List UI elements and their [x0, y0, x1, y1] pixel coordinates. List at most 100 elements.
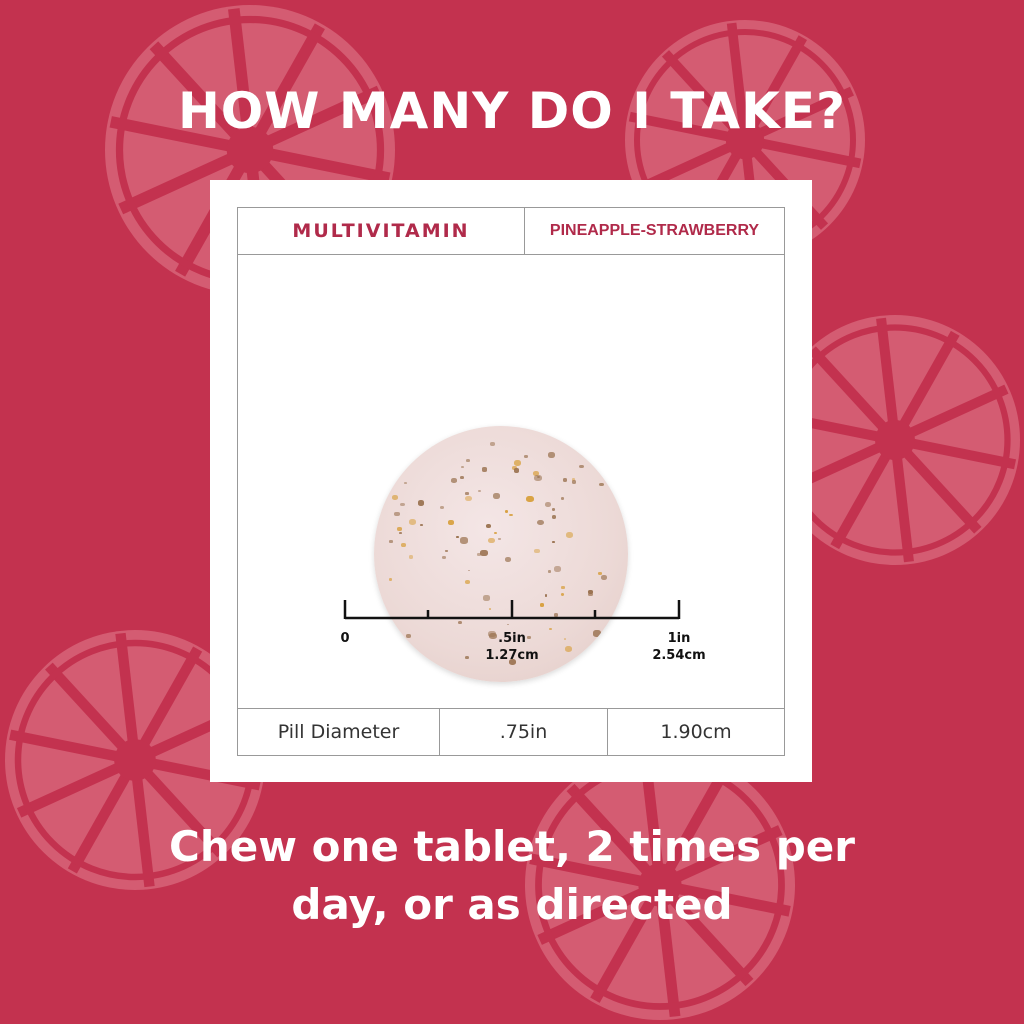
pill-speck	[488, 537, 496, 544]
pill-speck	[508, 658, 517, 665]
pill-speck	[394, 512, 400, 517]
pill-speck	[389, 578, 393, 581]
pill-speck	[560, 497, 565, 500]
pill-speck	[551, 515, 557, 520]
instructions-line-1: Chew one tablet, 2 times per	[169, 822, 855, 871]
diameter-inches: .75in	[440, 709, 608, 755]
pill-speck	[400, 647, 404, 651]
ruler-label-one-in: 1in	[667, 631, 691, 646]
pill-speck	[560, 593, 564, 597]
pill-speck	[399, 531, 402, 534]
pill-speck	[420, 524, 423, 527]
pill-speck	[547, 452, 556, 459]
pill-speck	[464, 491, 469, 495]
pill-size-card: MULTIVITAMIN PINEAPPLE-STRAWBERRY 0 .5in…	[210, 180, 812, 782]
pill-speck	[551, 508, 556, 511]
pill-speck	[560, 585, 565, 589]
pill-speck	[460, 537, 469, 544]
pill-speck	[464, 495, 473, 502]
pill-speck	[525, 495, 534, 502]
pill-speck	[534, 549, 540, 554]
pill-speck	[477, 553, 481, 556]
pill-speck	[408, 555, 414, 559]
pill-speck	[442, 555, 447, 559]
pill-speck	[600, 575, 607, 581]
pill-speck	[507, 623, 510, 626]
pill-speck	[406, 634, 412, 639]
card-header: MULTIVITAMIN PINEAPPLE-STRAWBERRY	[237, 207, 785, 255]
pill-speck	[597, 572, 602, 576]
pill-diameter-row: Pill Diameter .75in 1.90cm	[237, 708, 785, 756]
pill-speck	[489, 441, 495, 446]
pill-speck	[565, 531, 574, 538]
pill-speck	[464, 579, 471, 585]
pill-speck	[554, 613, 559, 617]
pill-speck	[465, 656, 470, 660]
pill-speck	[579, 464, 585, 469]
pill-speck	[532, 470, 540, 477]
pill-speck	[588, 590, 594, 595]
pill-speck	[492, 492, 500, 499]
pill-speck	[483, 595, 491, 601]
pill-speck	[592, 630, 601, 637]
pill-speck	[466, 458, 471, 462]
pill-speck	[456, 536, 459, 539]
pill-speck	[481, 467, 487, 472]
pill-speck	[539, 603, 545, 607]
pill-speck	[457, 620, 463, 625]
diameter-cm: 1.90cm	[660, 721, 732, 743]
flavor-name: PINEAPPLE-STRAWBERRY	[549, 222, 760, 239]
pill-speck	[400, 542, 406, 547]
pill-speck	[524, 454, 529, 458]
pill-speck	[549, 628, 553, 631]
pill-speck	[450, 478, 457, 484]
pill-speck	[404, 481, 407, 484]
dosage-instructions: Chew one tablet, 2 times per day, or as …	[0, 818, 1024, 934]
pill-speck	[599, 482, 604, 487]
pill-speck	[447, 520, 454, 525]
pill-speck	[405, 655, 411, 659]
pill-speck	[554, 566, 562, 573]
pill-speck	[468, 569, 471, 572]
pill-speck	[533, 474, 542, 482]
ruler	[343, 600, 681, 620]
pill-speck	[391, 494, 399, 500]
pill-speck	[498, 538, 501, 541]
pill-speck	[389, 540, 393, 544]
pill-speck	[494, 532, 497, 535]
pill-speck	[571, 480, 576, 484]
pill-speck	[527, 636, 531, 639]
pill-speck	[505, 510, 509, 513]
product-name: MULTIVITAMIN	[238, 208, 525, 254]
pill-speck	[445, 550, 448, 553]
pill-speck	[514, 459, 522, 466]
pill-speck	[564, 645, 573, 652]
pill-speck	[485, 523, 492, 529]
ruler-label-zero: 0	[340, 631, 350, 646]
page-title: HOW MANY DO I TAKE?	[177, 82, 847, 140]
ruler-label-half-in: .5in	[498, 631, 526, 646]
diameter-label: Pill Diameter	[238, 709, 440, 755]
ruler-label-half-cm: 1.27cm	[485, 648, 539, 663]
ruler-line	[343, 600, 681, 620]
pill-speck	[548, 570, 552, 573]
pill-speck	[459, 476, 464, 480]
pill-speck	[563, 638, 567, 641]
pill-speck	[439, 506, 444, 510]
pill-speck	[505, 556, 512, 563]
pill-speck	[588, 592, 593, 597]
pill-speck	[400, 502, 406, 507]
pill-speck	[396, 526, 402, 531]
pill-area: 0 .5in 1.27cm 1in 2.54cm	[237, 254, 785, 709]
pill-speck	[488, 607, 492, 610]
ruler-label-one-cm: 2.54cm	[652, 648, 706, 663]
pill-speck	[552, 541, 555, 544]
pill-speck	[487, 631, 496, 638]
pill-speck	[461, 465, 465, 469]
instructions-line-2: day, or as directed	[291, 880, 733, 929]
pill-speck	[425, 441, 433, 448]
pill-speck	[571, 478, 576, 481]
pill-speck	[513, 468, 520, 473]
pill-speck	[536, 519, 545, 526]
